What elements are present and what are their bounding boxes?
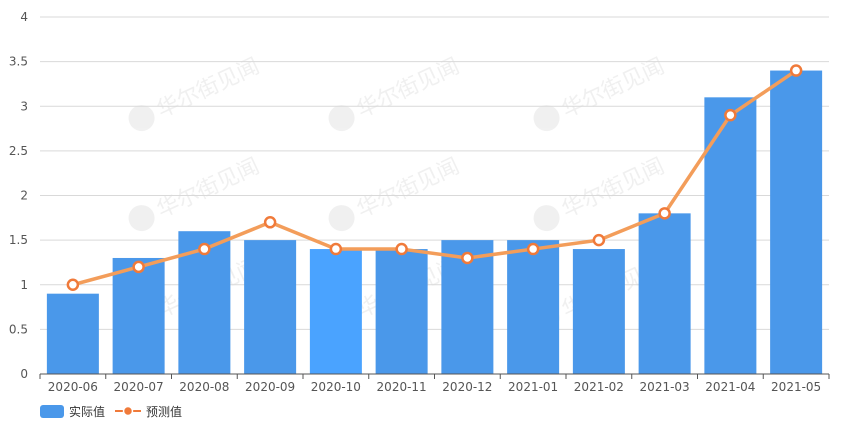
bar-2021-03[interactable]	[638, 213, 691, 374]
watermark-logo-icon	[128, 205, 155, 232]
x-tick-label: 2020-08	[179, 380, 229, 394]
line-point-2021-01[interactable]	[526, 242, 540, 256]
watermark-text: 华尔街见闻	[153, 54, 263, 123]
y-tick-label: 0.5	[9, 322, 28, 336]
watermark-1: 华尔街见闻	[328, 54, 464, 132]
watermark-text: 华尔街见闻	[353, 154, 463, 223]
line-point-2020-09[interactable]	[263, 216, 277, 229]
y-tick-label: 3	[20, 99, 28, 113]
line-point-2020-07[interactable]	[132, 260, 145, 274]
watermark-logo-icon	[533, 205, 560, 232]
y-tick-label: 0	[20, 367, 28, 381]
x-tick-label: 2021-03	[640, 380, 690, 394]
legend-bar-swatch	[40, 405, 64, 418]
legend[interactable]: 实际值 预测值	[40, 404, 182, 419]
bar-2020-06[interactable]	[46, 293, 99, 374]
bar-2021-02[interactable]	[572, 249, 625, 374]
y-tick-label: 1	[20, 278, 28, 292]
bar-2021-04[interactable]	[704, 97, 757, 374]
line-point-2020-11[interactable]	[395, 242, 408, 256]
bars-layer	[46, 70, 823, 375]
x-tick-label: 2021-05	[771, 380, 821, 394]
line-point-2021-03[interactable]	[658, 207, 671, 220]
line-point-2020-10[interactable]	[329, 242, 343, 256]
line-point-2021-02[interactable]	[592, 233, 606, 247]
x-tick-label: 2021-02	[574, 380, 624, 394]
line-point-2020-08[interactable]	[198, 242, 211, 256]
bar-2020-10[interactable]	[309, 249, 362, 374]
bar-2021-05[interactable]	[770, 70, 823, 375]
watermark-2: 华尔街见闻	[533, 54, 669, 132]
x-tick-label: 2020-10	[311, 380, 361, 394]
watermark-text: 华尔街见闻	[558, 154, 668, 223]
y-tick-label: 2.5	[9, 144, 28, 158]
bar-2020-11[interactable]	[375, 249, 428, 374]
x-tick-label: 2020-12	[442, 380, 492, 394]
line-series-forecast[interactable]	[71, 68, 798, 287]
x-tick-label: 2020-11	[377, 380, 427, 394]
watermark-logo-icon	[328, 105, 355, 132]
line-point-2021-05[interactable]	[789, 64, 803, 77]
watermark-4: 华尔街见闻	[328, 154, 464, 232]
x-tick-label: 2021-01	[508, 380, 558, 394]
x-tick-label: 2020-07	[114, 380, 164, 394]
y-tick-label: 1.5	[9, 233, 28, 247]
legend-item-forecast[interactable]: 预测值	[115, 404, 182, 419]
axis-layer: 2020-06 2020-07 2020-08 2020-09 2020-10 2020-…	[39, 373, 830, 394]
y-tick-label: 3.5	[9, 55, 28, 69]
x-tick-label: 2020-09	[245, 380, 295, 394]
legend-label-actual: 实际值	[69, 404, 105, 419]
bar-2020-09[interactable]	[244, 240, 297, 374]
grid-layer: 0 0.5 1 1.5 2 2.5 3 3.5 4	[9, 10, 829, 381]
watermark-logo-icon	[328, 205, 355, 232]
y-tick-label: 4	[20, 10, 28, 24]
watermark-3: 华尔街见闻	[128, 154, 264, 232]
x-tick-label: 2020-06	[48, 380, 98, 394]
bar-2020-07[interactable]	[112, 257, 165, 374]
watermark-0: 华尔街见闻	[128, 54, 264, 132]
line-point-2020-12[interactable]	[461, 251, 474, 265]
points-layer	[66, 64, 803, 291]
line-point-2021-04[interactable]	[724, 108, 737, 122]
line-layer	[71, 68, 798, 287]
watermark-logo-icon	[533, 105, 560, 132]
y-tick-label: 2	[20, 189, 28, 203]
watermark-logo-icon	[128, 105, 155, 132]
x-tick-label: 2021-04	[705, 380, 755, 394]
legend-point-icon	[122, 405, 134, 417]
legend-label-forecast: 预测值	[146, 404, 182, 419]
watermark-text: 华尔街见闻	[558, 54, 668, 123]
watermark-text: 华尔街见闻	[153, 154, 263, 223]
bar-2021-01[interactable]	[507, 240, 560, 374]
line-point-2020-06[interactable]	[66, 278, 80, 291]
legend-item-actual[interactable]: 实际值	[40, 404, 105, 419]
watermark-text: 华尔街见闻	[353, 54, 463, 123]
